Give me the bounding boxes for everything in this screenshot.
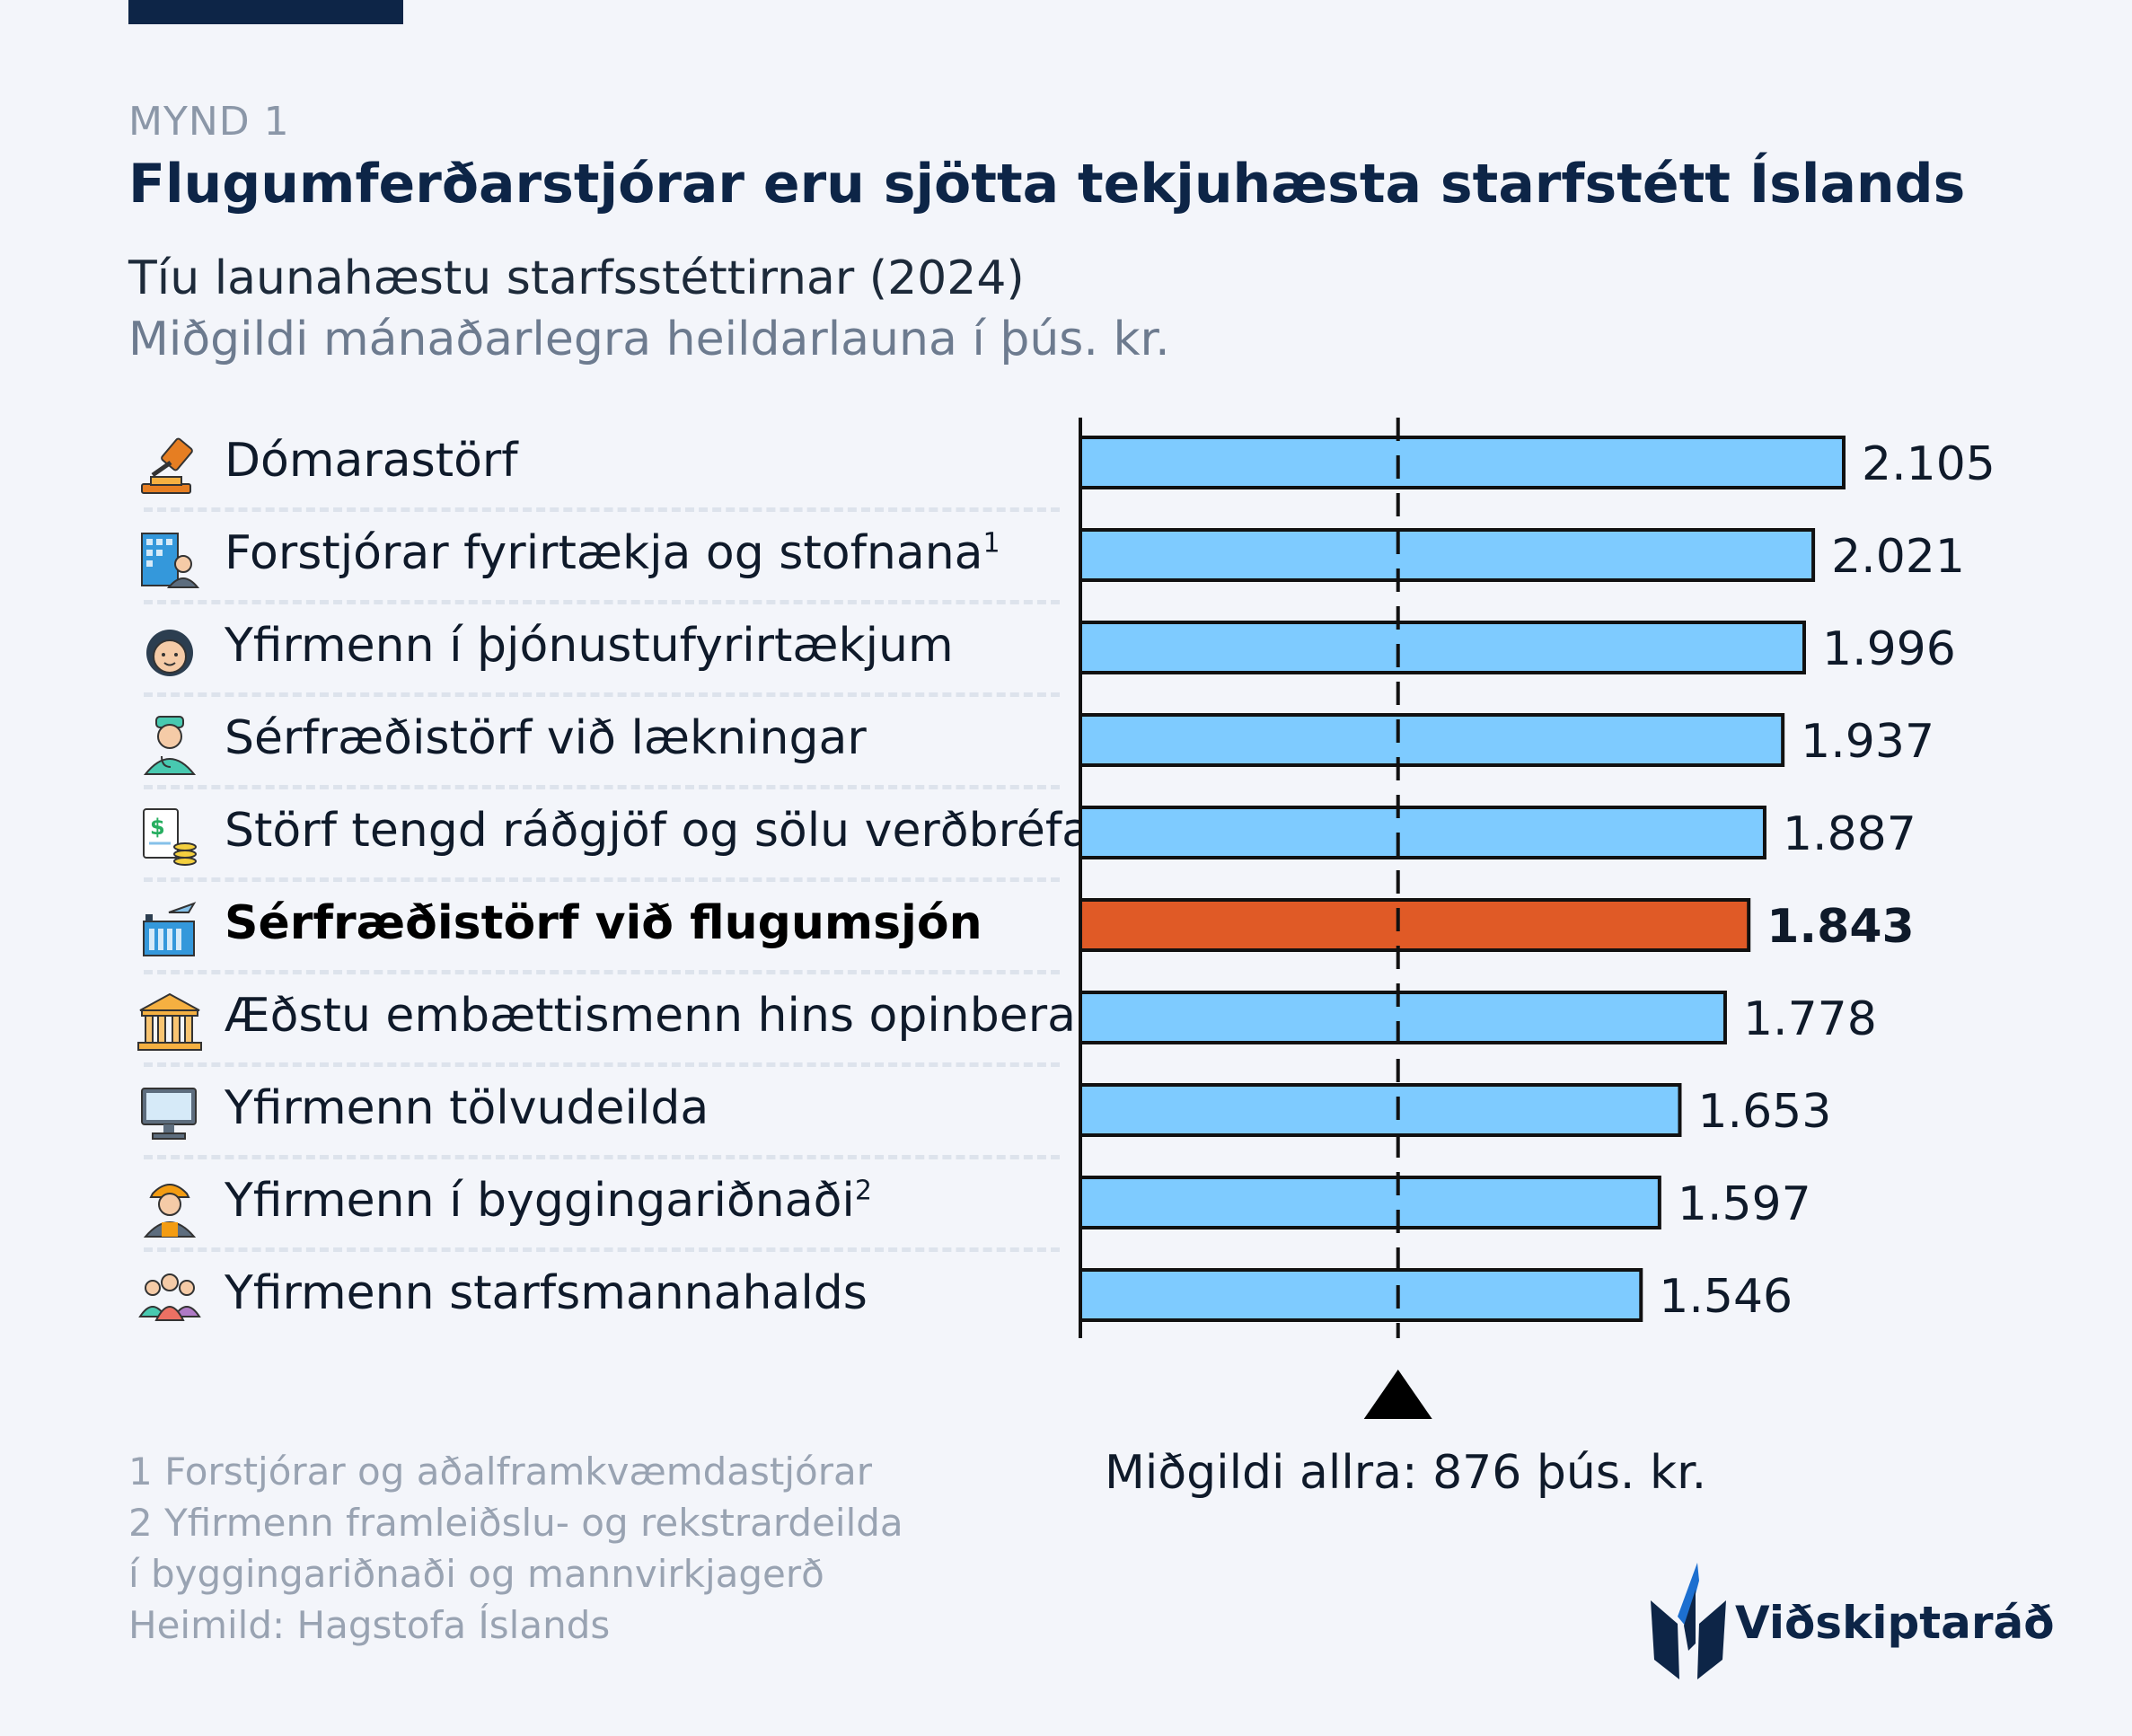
bar-value-label: 1.653 [1697,1085,1831,1139]
category-label-text: Störf tengd ráðgjöf og sölu verðbréfa [225,804,1091,858]
category-row: Yfirmenn tölvudeilda [135,1065,1060,1159]
footnote-marker: 1 [982,527,1000,560]
category-label-text: Dómarastörf [225,434,518,488]
category-row: Æðstu embættismenn hins opinbera [135,973,1076,1067]
bar [1079,1176,1661,1229]
figure-label: MYND 1 [128,99,290,145]
row-divider [144,1155,1060,1159]
bar-value-label: 1.546 [1659,1270,1793,1324]
bar-chart: 2.105 2.021 1.996 1.937 1.887 1.843 1.778 1.653… [1079,418,1995,1419]
category-label-text: Yfirmenn í byggingariðnaði [225,1174,855,1228]
chart-subtitle: Tíu launahæstu starfsstéttirnar (2024) [128,251,1025,305]
bar-value-label: 1.887 [1783,807,1916,861]
category-label: Yfirmenn starfsmannahalds [225,1266,868,1320]
bar [1079,806,1766,859]
bar [1079,991,1727,1044]
category-row: Yfirmenn í þjónustufyrirtækjum [135,603,1060,697]
bar [1079,1268,1643,1322]
air-traffic-control-icon [135,898,205,961]
bar-value-label: 2.021 [1831,530,1965,584]
row-divider [144,970,1060,974]
chart-title: Flugumferðarstjórar eru sjötta tekjuhæst… [128,153,1966,216]
category-label-text: Sérfræðistörf við flugumsjón [225,896,982,950]
category-row: Forstjórar fyrirtækja og stofnana1 [135,510,1060,604]
footnote-marker: 2 [854,1175,872,1207]
top-accent-bar [128,0,403,24]
bar [1079,1083,1682,1137]
footnotes: 1 Forstjórar og aðalframkvæmdastjórar 2 … [128,1446,903,1651]
finance-document-icon: $ [135,806,205,868]
bar [1079,713,1785,767]
people-group-icon [135,1268,205,1331]
row-divider [144,507,1060,512]
category-label-text: Forstjórar fyrirtækja og stofnana [225,526,983,580]
footnote-2-continued: í byggingariðnaði og mannvirkjagerð [128,1552,824,1596]
category-label: Dómarastörf [225,434,518,488]
bar-value-label: 1.843 [1766,900,1914,954]
bar [1079,621,1806,674]
row-divider [144,877,1060,882]
footnote-2: 2 Yfirmenn framleiðslu- og rekstrardeild… [128,1501,903,1545]
row-divider [144,785,1060,789]
category-row: Yfirmenn starfsmannahalds [135,1250,1060,1343]
bar-value-label: 1.996 [1822,622,1956,676]
category-row: Yfirmenn í byggingariðnaði2 [135,1158,1060,1252]
category-label: Yfirmenn í þjónustufyrirtækjum [225,619,954,673]
logo-text: Viðskiptaráð [1735,1597,2055,1649]
bar [1079,436,1846,489]
source-note: Heimild: Hagstofa Íslands [128,1603,611,1647]
row-divider [144,692,1060,697]
bar-value-label: 1.937 [1801,715,1934,769]
category-label: Forstjórar fyrirtækja og stofnana1 [225,526,1000,580]
chart-unit-subtitle: Miðgildi mánaðarlegra heildarlauna í þús… [128,313,1170,366]
footnote-1: 1 Forstjórar og aðalframkvæmdastjórar [128,1450,873,1494]
median-label: Miðgildi allra: 876 þús. kr. [1105,1446,1707,1500]
category-row: Sérfræðistörf við lækningar [135,695,1060,789]
construction-worker-icon [135,1176,205,1238]
category-label: Æðstu embættismenn hins opinbera [225,989,1076,1043]
category-label: Yfirmenn tölvudeilda [225,1081,709,1135]
svg-text:$: $ [150,815,165,840]
logo-mark-icon [1651,1563,1726,1679]
category-label-text: Yfirmenn tölvudeilda [225,1081,709,1135]
category-label: Sérfræðistörf við lækningar [225,711,867,765]
bar-highlight [1079,898,1751,952]
category-label-text: Sérfræðistörf við lækningar [225,711,867,765]
bar-value-label: 2.105 [1862,437,1995,491]
category-label-text: Yfirmenn í þjónustufyrirtækjum [225,619,954,673]
service-woman-icon [135,621,205,683]
vidskiptarad-logo: Viðskiptaráð [1643,1554,2055,1688]
category-row: $ Störf tengd ráðgjöf og sölu verðbréfa [135,788,1090,882]
category-label: Störf tengd ráðgjöf og sölu verðbréfa [225,804,1090,858]
government-building-icon [135,991,205,1053]
doctor-icon [135,713,205,776]
bar-value-label: 1.597 [1678,1177,1811,1231]
category-label: Sérfræðistörf við flugumsjón [225,896,982,950]
computer-monitor-icon [135,1083,205,1146]
row-divider [144,600,1060,604]
median-marker-triangle [1363,1370,1432,1419]
category-row: Sérfræðistörf við flugumsjón [135,880,1060,974]
bar-value-label: 1.778 [1743,992,1877,1046]
gavel-icon [135,436,205,498]
row-divider [144,1247,1060,1252]
category-row: Dómarastörf [135,418,1060,512]
category-label-text: Æðstu embættismenn hins opinbera [225,989,1077,1043]
category-label-text: Yfirmenn starfsmannahalds [225,1266,868,1320]
category-label: Yfirmenn í byggingariðnaði2 [225,1174,872,1228]
office-building-person-icon [135,528,205,591]
row-divider [144,1062,1060,1067]
bar [1079,528,1816,582]
